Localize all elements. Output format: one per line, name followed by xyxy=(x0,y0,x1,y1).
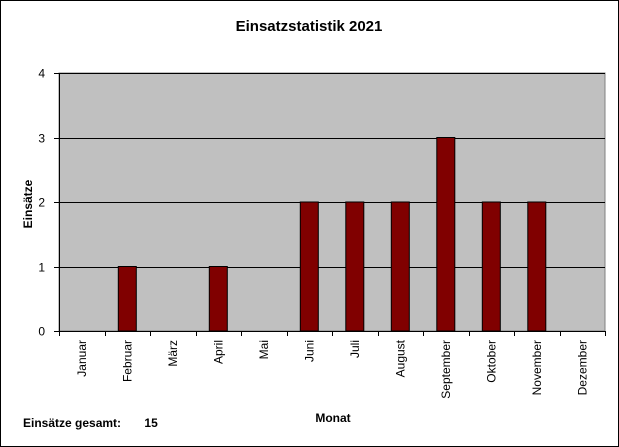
x-tick-label: Januar xyxy=(75,340,89,377)
chart-title: Einsatzstatistik 2021 xyxy=(236,18,383,35)
x-tick-label: Oktober xyxy=(484,340,498,383)
y-tick-label: 4 xyxy=(38,67,45,81)
bar xyxy=(436,137,456,332)
y-tick-label: 1 xyxy=(38,261,45,275)
x-tick-label: Dezember xyxy=(575,340,589,395)
x-axis-title: Monat xyxy=(315,411,350,425)
y-tick-label: 2 xyxy=(38,196,45,210)
total-summary: Einsätze gesamt: 15 xyxy=(23,416,158,430)
bar xyxy=(299,201,319,332)
x-tick-label: Mai xyxy=(257,340,271,359)
total-value: 15 xyxy=(144,416,158,430)
bar xyxy=(117,266,137,332)
x-tick-label: Februar xyxy=(120,340,134,382)
total-label: Einsätze gesamt: xyxy=(23,416,122,430)
bar xyxy=(481,201,501,332)
x-tick-label: November xyxy=(530,340,544,395)
bar xyxy=(527,201,547,332)
x-tick-label: Juni xyxy=(302,340,316,362)
plot-area: 0 1 2 3 4 Januar Februar März April Mai Juni Juli Au… xyxy=(38,67,606,399)
x-tick-label: April xyxy=(211,340,225,364)
y-tick-label: 0 xyxy=(38,325,45,339)
y-axis-title: Einsätze xyxy=(21,179,35,228)
x-tick-label: Juli xyxy=(348,340,362,358)
x-tick-label: August xyxy=(393,339,407,377)
bar xyxy=(208,266,228,332)
bar xyxy=(345,201,365,332)
x-tick-label: März xyxy=(166,340,180,367)
x-tick-label: September xyxy=(439,340,453,399)
bar xyxy=(390,201,410,332)
y-tick-label: 3 xyxy=(38,132,45,146)
